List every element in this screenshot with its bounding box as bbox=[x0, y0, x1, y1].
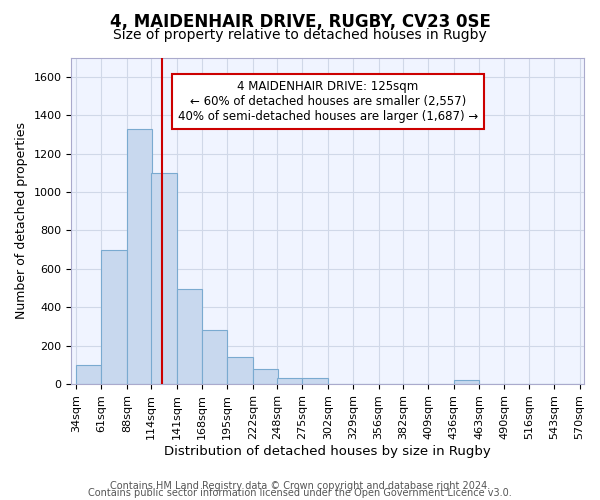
Bar bbox=[101, 250, 127, 384]
Bar bbox=[302, 378, 328, 384]
Bar bbox=[76, 365, 101, 384]
Text: 4, MAIDENHAIR DRIVE, RUGBY, CV23 0SE: 4, MAIDENHAIR DRIVE, RUGBY, CV23 0SE bbox=[110, 12, 490, 30]
Bar bbox=[127, 128, 152, 384]
Text: 4 MAIDENHAIR DRIVE: 125sqm
← 60% of detached houses are smaller (2,557)
40% of s: 4 MAIDENHAIR DRIVE: 125sqm ← 60% of deta… bbox=[178, 80, 478, 124]
Bar bbox=[227, 357, 253, 384]
Bar bbox=[151, 173, 176, 384]
X-axis label: Distribution of detached houses by size in Rugby: Distribution of detached houses by size … bbox=[164, 444, 491, 458]
Text: Size of property relative to detached houses in Rugby: Size of property relative to detached ho… bbox=[113, 28, 487, 42]
Bar bbox=[454, 380, 479, 384]
Bar bbox=[277, 378, 302, 384]
Text: Contains public sector information licensed under the Open Government Licence v3: Contains public sector information licen… bbox=[88, 488, 512, 498]
Bar bbox=[253, 368, 278, 384]
Text: Contains HM Land Registry data © Crown copyright and database right 2024.: Contains HM Land Registry data © Crown c… bbox=[110, 481, 490, 491]
Bar bbox=[176, 289, 202, 384]
Bar bbox=[202, 330, 227, 384]
Y-axis label: Number of detached properties: Number of detached properties bbox=[15, 122, 28, 320]
